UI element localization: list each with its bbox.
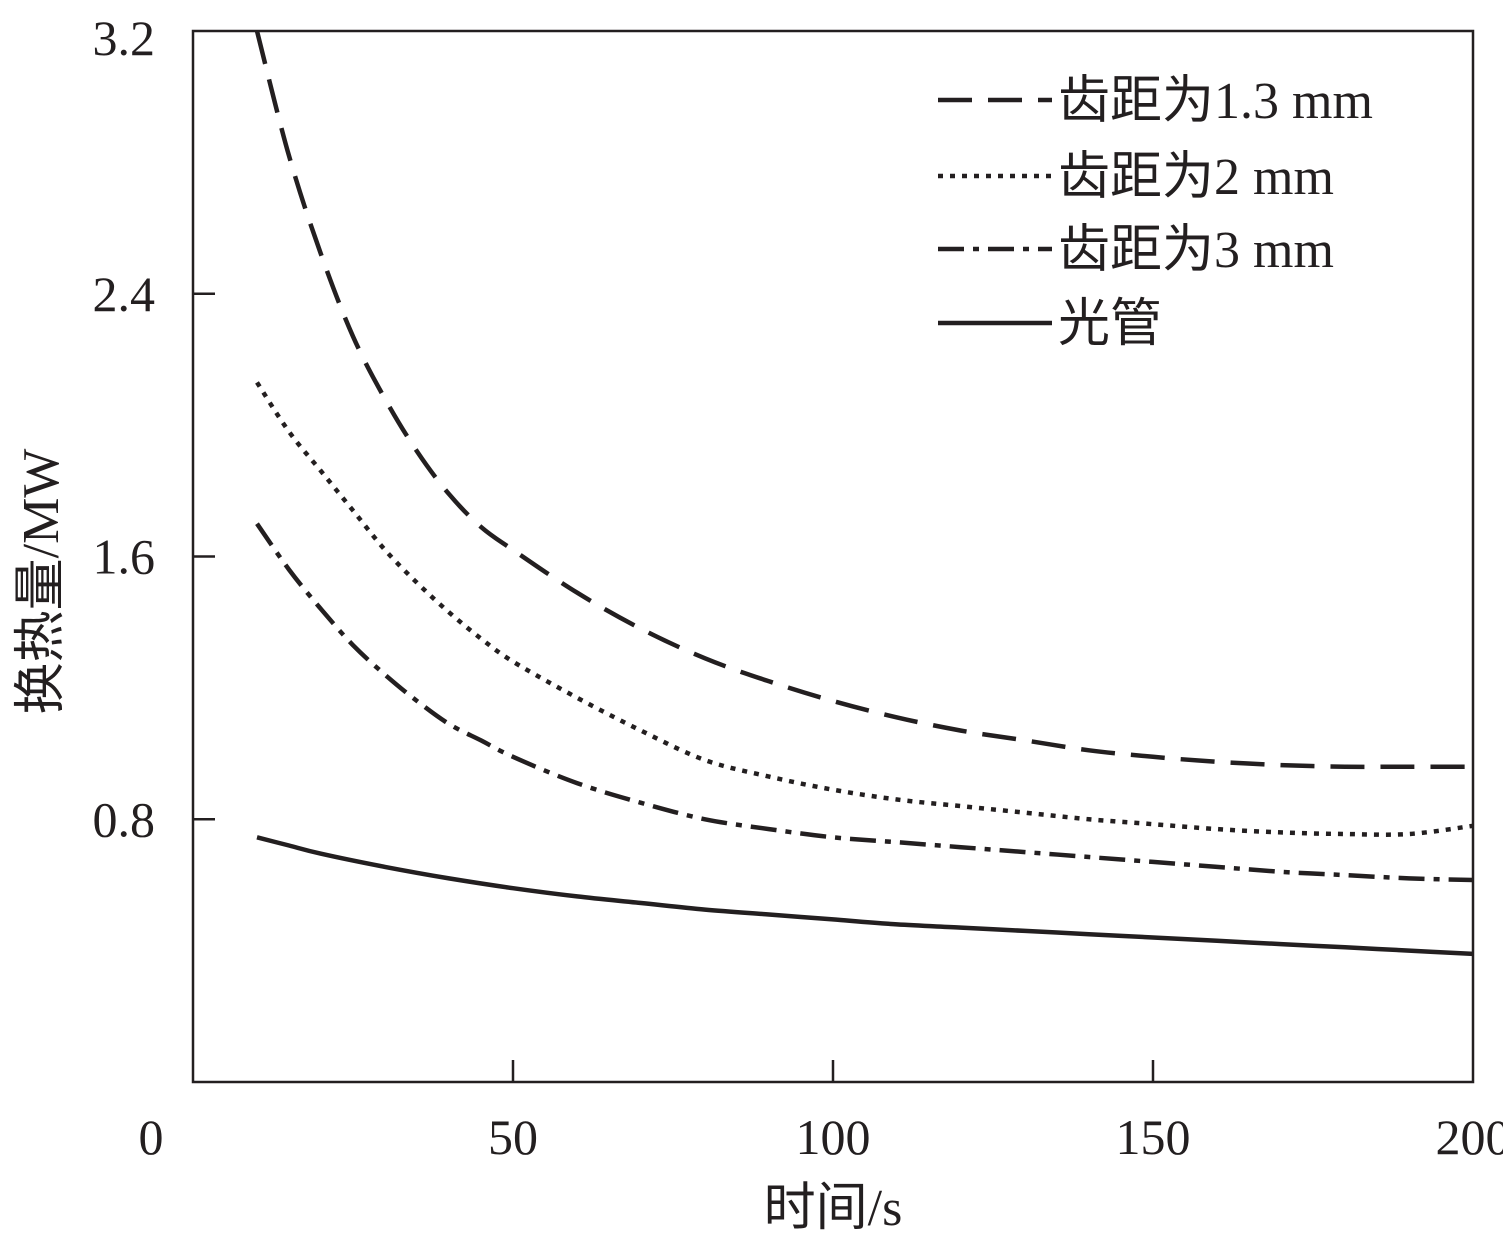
y-tick-label: 1.6	[93, 529, 156, 585]
series-line-4	[256, 835, 1474, 957]
legend-label: 光管	[1058, 296, 1162, 353]
x-tick-label: 0	[139, 1109, 164, 1165]
x-tick-label: 100	[796, 1109, 871, 1165]
x-tick-label: 200	[1436, 1109, 1503, 1165]
legend-label: 齿距为3 mm	[1058, 222, 1334, 279]
legend-label: 齿距为2 mm	[1058, 149, 1334, 206]
y-tick-label: 3.2	[93, 10, 156, 66]
series-line-2	[255, 381, 1474, 837]
legend-label: 齿距为1.3 mm	[1058, 73, 1373, 130]
series-line-3	[255, 522, 1474, 883]
y-tick-label: 2.4	[93, 266, 156, 322]
x-tick-label: 50	[488, 1109, 538, 1165]
x-tick-label: 150	[1116, 1109, 1191, 1165]
y-tick-label: 0.8	[93, 791, 156, 847]
series-line-1	[254, 30, 1473, 770]
x-axis-title: 时间/s	[764, 1180, 903, 1237]
y-axis-title: 换热量/MW	[13, 449, 70, 715]
